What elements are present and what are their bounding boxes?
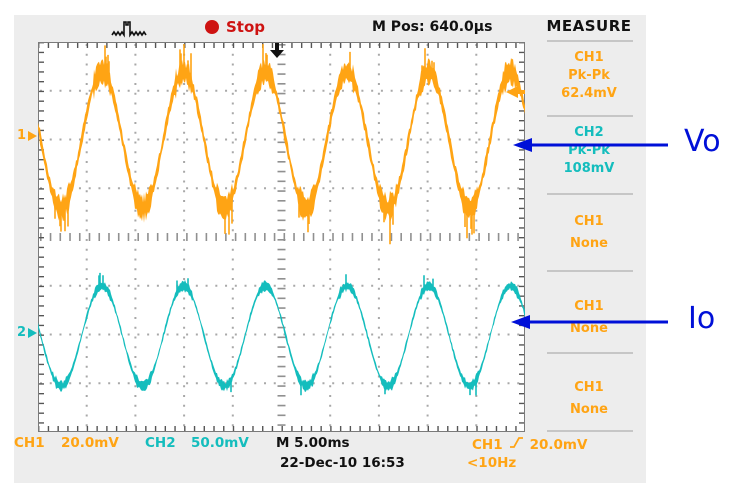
trigger-level-readout: 20.0mV: [529, 436, 588, 453]
measure-menu: MEASURE CH1 Pk-Pk 62.4mV CH2 Pk-Pk 108mV…: [533, 15, 645, 483]
vo-annotation-label: Vo: [684, 124, 721, 159]
horizontal-position-readout: M Pos: 640.0µs: [372, 19, 493, 35]
scope-screen: Stop M Pos: 640.0µs 1 2 MEASURE CH1: [14, 15, 646, 483]
waveform-plot: [38, 42, 525, 432]
right-arrow-icon: [28, 130, 38, 141]
acquisition-status: Stop: [205, 18, 265, 36]
measure-item-3[interactable]: CH1 None: [533, 211, 645, 255]
ch2-label: CH2: [145, 435, 176, 451]
trigger-pulse-icon: [110, 18, 154, 44]
channel1-ground-marker: 1: [17, 128, 38, 143]
channel2-marker-label: 2: [17, 325, 27, 340]
measure-type: None: [570, 321, 608, 336]
measure-source: CH1: [574, 380, 604, 395]
datetime-readout: 22-Dec-10 16:53: [280, 455, 405, 471]
ch1-scale-readout: 20.0mV: [61, 435, 119, 451]
measure-item-4[interactable]: CH1 None: [533, 296, 645, 340]
menu-divider: [547, 193, 633, 195]
stop-icon: [205, 20, 219, 34]
channel1-marker-label: 1: [17, 128, 27, 143]
menu-divider: [547, 115, 633, 117]
menu-divider: [547, 430, 633, 432]
menu-divider: [547, 270, 633, 272]
trigger-readout: CH1 20.0mV: [472, 435, 587, 454]
trigger-frequency-readout: <10Hz: [467, 455, 517, 471]
graticule-area: [38, 42, 525, 432]
menu-divider: [547, 352, 633, 354]
right-arrow-icon: [28, 327, 38, 338]
timebase-readout: M 5.00ms: [276, 435, 350, 451]
menu-title: MEASURE: [546, 17, 632, 35]
measure-source: CH1: [574, 50, 604, 65]
measure-item-1[interactable]: CH1 Pk-Pk 62.4mV: [533, 49, 645, 103]
ch2-scale-readout: 50.0mV: [191, 435, 249, 451]
measure-type: Pk-Pk: [568, 68, 610, 83]
measure-value: 108mV: [563, 161, 615, 176]
measure-source: CH1: [574, 214, 604, 229]
measure-item-2[interactable]: CH2 Pk-Pk 108mV: [533, 124, 645, 178]
channel2-ground-marker: 2: [17, 325, 38, 340]
measure-type: None: [570, 402, 608, 417]
measure-source: CH2: [574, 125, 604, 140]
measure-value: 62.4mV: [561, 86, 617, 101]
ch1-label: CH1: [14, 435, 45, 451]
rising-edge-icon: [509, 435, 524, 454]
trigger-source-label: CH1: [472, 436, 503, 453]
measure-type: None: [570, 236, 608, 251]
measure-type: Pk-Pk: [568, 143, 610, 158]
menu-divider: [547, 40, 633, 42]
measure-item-5[interactable]: CH1 None: [533, 377, 645, 421]
io-annotation-label: Io: [688, 301, 716, 336]
measure-source: CH1: [574, 299, 604, 314]
acquisition-status-label: Stop: [226, 18, 266, 36]
